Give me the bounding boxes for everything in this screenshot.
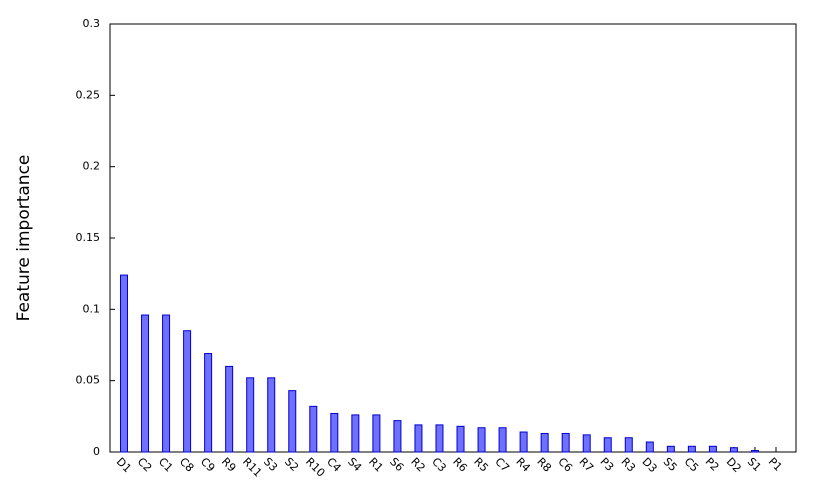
bar	[729, 447, 738, 453]
y-tick-label: 0	[93, 445, 100, 458]
x-tick-label: C6	[555, 455, 575, 475]
bar	[288, 390, 297, 453]
bar	[120, 274, 128, 453]
x-tick-label: C9	[198, 455, 218, 475]
x-tick-label: C4	[324, 455, 344, 475]
x-tick-label: R10	[303, 455, 327, 479]
bar	[540, 432, 549, 453]
x-tick-label: C2	[135, 455, 155, 475]
bar	[687, 445, 696, 453]
x-tick-label: C7	[492, 455, 512, 475]
x-tick-label: R1	[366, 455, 386, 475]
bar	[330, 412, 339, 453]
bar	[309, 405, 318, 453]
x-tick-label: S6	[387, 455, 406, 474]
x-tick-label: R6	[450, 455, 470, 475]
bar	[666, 445, 675, 453]
x-tick-label: S5	[661, 455, 680, 474]
y-tick-label: 0.25	[76, 88, 101, 101]
bar	[750, 450, 759, 453]
x-tick-label: P2	[703, 455, 722, 474]
bar	[456, 425, 465, 453]
y-axis-label: Feature importance	[14, 155, 34, 322]
bar	[645, 441, 654, 453]
x-tick-label: R9	[219, 455, 239, 475]
bar	[141, 314, 150, 453]
x-tick-label: C5	[682, 455, 702, 475]
bar	[351, 414, 360, 453]
bar	[162, 314, 171, 453]
y-tick-label: 0.3	[83, 17, 101, 30]
bar	[414, 424, 423, 453]
x-tick-label: P3	[597, 455, 616, 474]
y-tick-label: 0.1	[83, 302, 101, 315]
x-tick-label: C3	[429, 455, 449, 475]
x-tick-label: R8	[534, 455, 554, 475]
x-tick-label: D3	[640, 455, 660, 475]
bar	[519, 431, 528, 453]
x-tick-label: P1	[766, 455, 785, 474]
x-tick-label: C8	[177, 455, 197, 475]
bar	[372, 414, 381, 453]
bar	[582, 434, 591, 453]
bar	[603, 437, 612, 453]
x-tick-label: R3	[619, 455, 639, 475]
bar	[204, 353, 213, 453]
x-tick-label: R4	[513, 455, 533, 475]
bar	[183, 330, 192, 453]
bar	[477, 427, 486, 453]
bar	[561, 432, 570, 453]
y-tick-label: 0.2	[83, 160, 101, 173]
bar	[498, 427, 507, 453]
bar	[435, 424, 444, 453]
x-tick-label: D1	[114, 455, 134, 475]
y-tick-label: 0.05	[76, 374, 101, 387]
plot-frame	[109, 23, 797, 453]
x-tick-label: R5	[471, 455, 491, 475]
bar	[708, 445, 717, 453]
x-tick-label: R2	[408, 455, 428, 475]
x-tick-label: R11	[240, 455, 264, 479]
bar	[246, 377, 255, 453]
bar	[393, 420, 402, 453]
x-tick-label: S4	[345, 455, 364, 474]
x-tick-label: S1	[745, 455, 764, 474]
bar	[624, 437, 633, 453]
x-tick-label: C1	[156, 455, 176, 475]
bar	[267, 377, 276, 453]
x-tick-label: S2	[282, 455, 301, 474]
x-tick-label: S3	[261, 455, 280, 474]
x-tick-label: D2	[724, 455, 744, 475]
x-tick-label: R7	[576, 455, 596, 475]
bar	[225, 365, 234, 453]
y-tick-label: 0.15	[76, 231, 101, 244]
